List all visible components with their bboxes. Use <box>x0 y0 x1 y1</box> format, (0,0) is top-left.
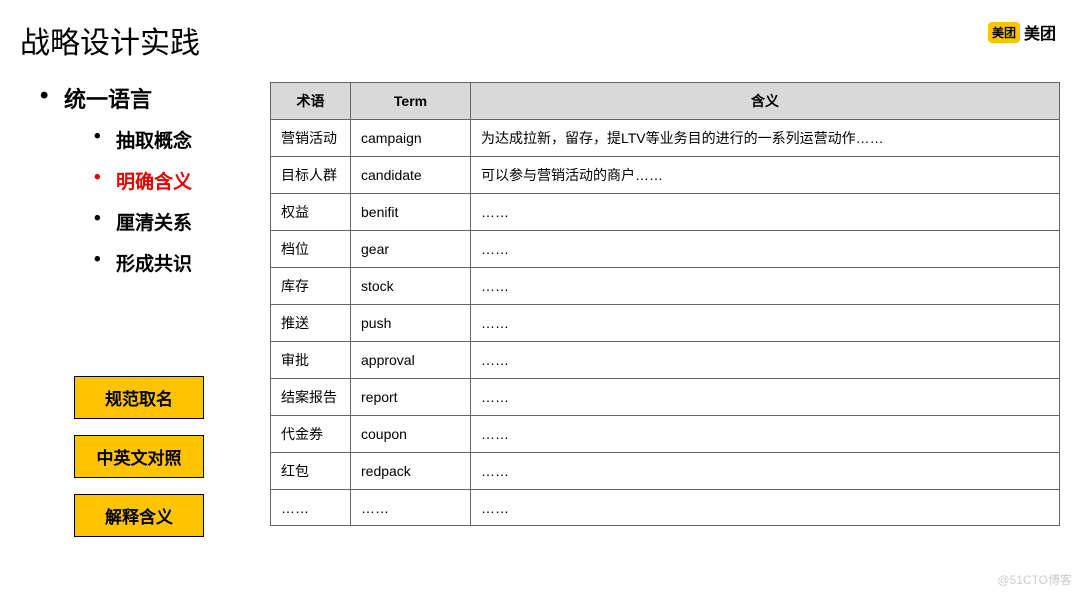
table-row: 权益benifit…… <box>271 194 1060 231</box>
table-cell: 结案报告 <box>271 379 351 416</box>
badge-item: 解释含义 <box>74 494 204 537</box>
table-row: 代金券coupon…… <box>271 416 1060 453</box>
table-row: 审批approval…… <box>271 342 1060 379</box>
table-header-row: 术语Term含义 <box>271 83 1060 120</box>
table-cell: …… <box>471 453 1060 490</box>
sub-bullet-item: 明确含义 <box>94 167 250 194</box>
table-row: 结案报告report…… <box>271 379 1060 416</box>
table-cell: …… <box>471 342 1060 379</box>
table-cell: push <box>351 305 471 342</box>
badge-item: 规范取名 <box>74 376 204 419</box>
table-cell: 权益 <box>271 194 351 231</box>
table-header-cell: 术语 <box>271 83 351 120</box>
table-cell: gear <box>351 231 471 268</box>
logo-text: 美团 <box>1024 20 1056 44</box>
main-bullet-item: 统一语言 抽取概念明确含义厘清关系形成共识 <box>40 82 250 276</box>
right-column: 术语Term含义 营销活动campaign为达成拉新，留存，提LTV等业务目的进… <box>270 82 1060 537</box>
page-title: 战略设计实践 <box>20 18 1060 62</box>
table-cell: redpack <box>351 453 471 490</box>
table-cell: candidate <box>351 157 471 194</box>
table-cell: 库存 <box>271 268 351 305</box>
table-cell: 营销活动 <box>271 120 351 157</box>
table-header-cell: 含义 <box>471 83 1060 120</box>
table-body: 营销活动campaign为达成拉新，留存，提LTV等业务目的进行的一系列运营动作… <box>271 120 1060 526</box>
table-cell: 为达成拉新，留存，提LTV等业务目的进行的一系列运营动作…… <box>471 120 1060 157</box>
sub-bullet-item: 抽取概念 <box>94 126 250 153</box>
sub-bullet-list: 抽取概念明确含义厘清关系形成共识 <box>64 126 250 276</box>
badge-item: 中英文对照 <box>74 435 204 478</box>
watermark: @51CTO博客 <box>997 571 1072 588</box>
logo-badge: 美团 <box>988 22 1020 43</box>
left-column: 统一语言 抽取概念明确含义厘清关系形成共识 规范取名中英文对照解释含义 <box>20 82 250 537</box>
table-cell: stock <box>351 268 471 305</box>
table-cell: 推送 <box>271 305 351 342</box>
table-cell: coupon <box>351 416 471 453</box>
main-bullet-list: 统一语言 抽取概念明确含义厘清关系形成共识 <box>20 82 250 276</box>
table-cell: benifit <box>351 194 471 231</box>
logo: 美团 美团 <box>988 20 1056 44</box>
table-cell: 红包 <box>271 453 351 490</box>
term-table: 术语Term含义 营销活动campaign为达成拉新，留存，提LTV等业务目的进… <box>270 82 1060 526</box>
table-cell: …… <box>471 490 1060 526</box>
table-row: 红包redpack…… <box>271 453 1060 490</box>
table-cell: 代金券 <box>271 416 351 453</box>
content: 统一语言 抽取概念明确含义厘清关系形成共识 规范取名中英文对照解释含义 术语Te… <box>20 82 1060 537</box>
table-cell: approval <box>351 342 471 379</box>
table-cell: 目标人群 <box>271 157 351 194</box>
table-cell: campaign <box>351 120 471 157</box>
table-row: 库存stock…… <box>271 268 1060 305</box>
sub-bullet-item: 厘清关系 <box>94 208 250 235</box>
table-cell: 审批 <box>271 342 351 379</box>
main-bullet-label: 统一语言 <box>64 87 152 112</box>
table-row: 营销活动campaign为达成拉新，留存，提LTV等业务目的进行的一系列运营动作… <box>271 120 1060 157</box>
table-row: 档位gear…… <box>271 231 1060 268</box>
table-row: ……………… <box>271 490 1060 526</box>
table-cell: …… <box>471 194 1060 231</box>
table-cell: …… <box>271 490 351 526</box>
table-cell: …… <box>351 490 471 526</box>
table-cell: …… <box>471 305 1060 342</box>
table-cell: …… <box>471 416 1060 453</box>
table-row: 目标人群candidate可以参与营销活动的商户…… <box>271 157 1060 194</box>
table-cell: …… <box>471 379 1060 416</box>
sub-bullet-item: 形成共识 <box>94 249 250 276</box>
table-cell: …… <box>471 268 1060 305</box>
table-cell: 档位 <box>271 231 351 268</box>
badges-group: 规范取名中英文对照解释含义 <box>20 376 250 537</box>
table-cell: report <box>351 379 471 416</box>
table-cell: 可以参与营销活动的商户…… <box>471 157 1060 194</box>
table-row: 推送push…… <box>271 305 1060 342</box>
table-header-cell: Term <box>351 83 471 120</box>
table-cell: …… <box>471 231 1060 268</box>
